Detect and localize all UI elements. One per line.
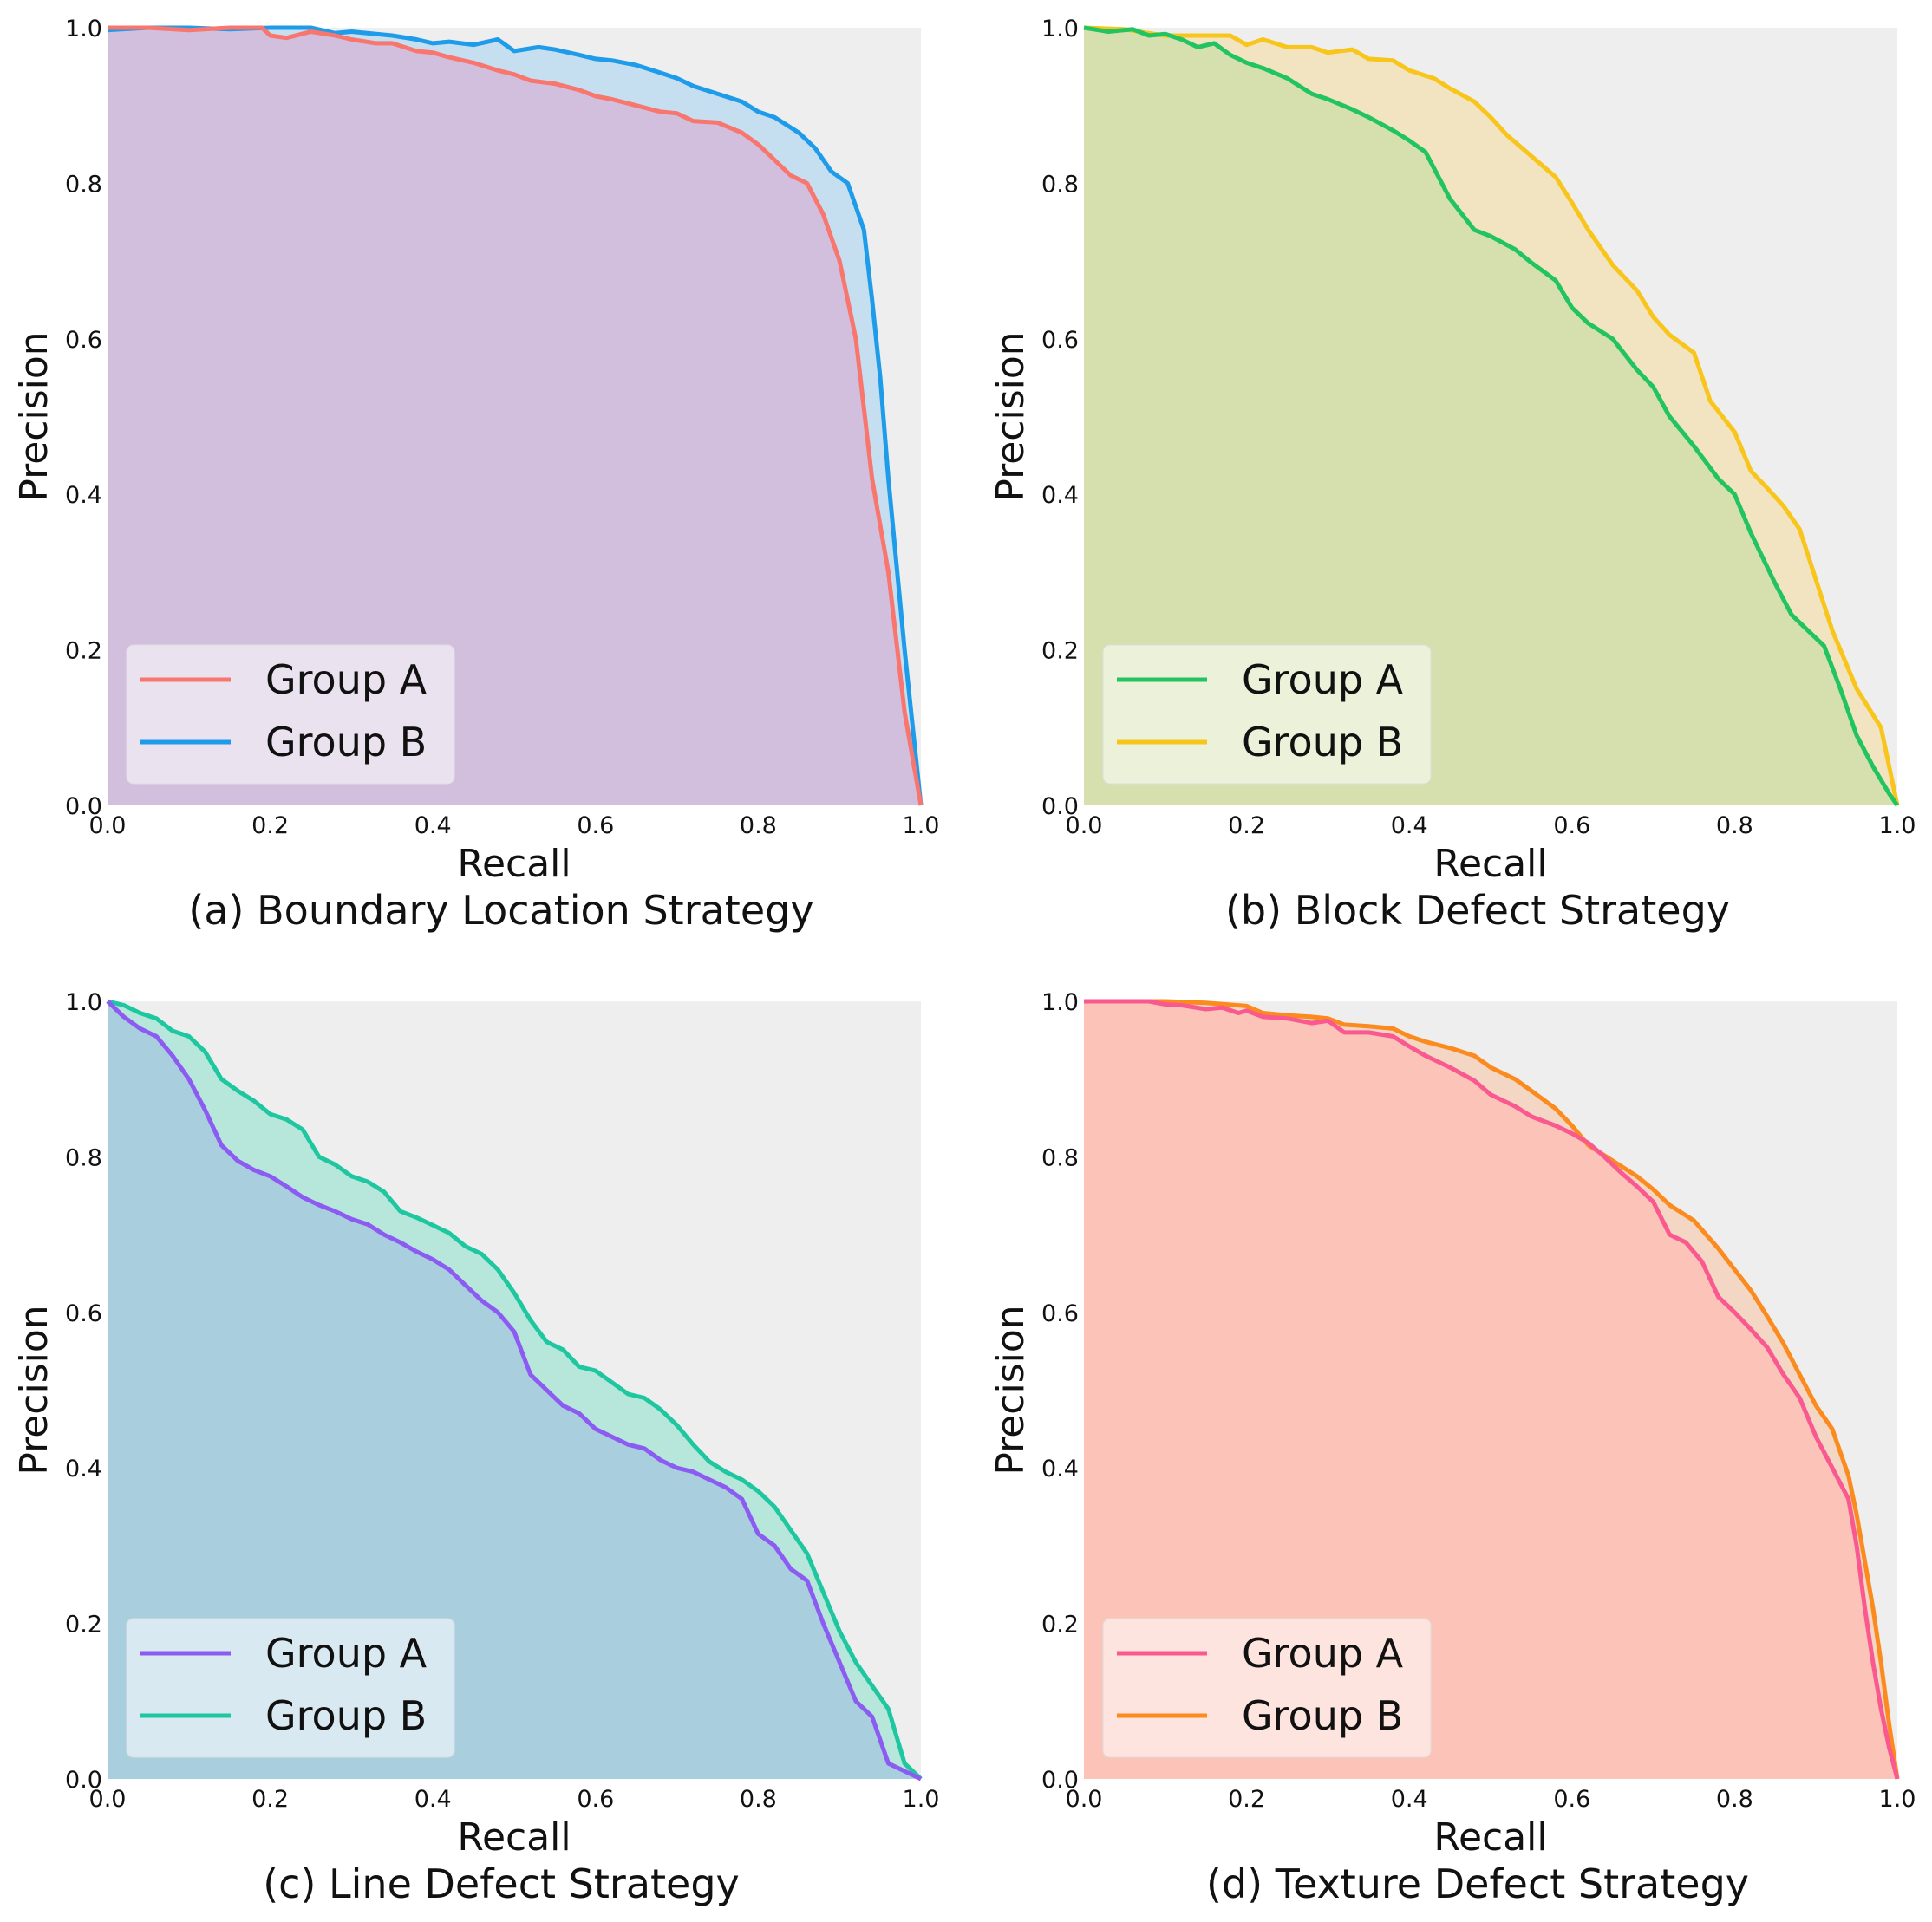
legend-label: Group B [265, 719, 427, 766]
x-tick-label: 0.4 [414, 1786, 452, 1813]
y-tick-label: 0.2 [1041, 1612, 1079, 1639]
line-group-b [1083, 25, 1900, 806]
area-group-a [1084, 28, 1897, 805]
y-tick-label: 0.4 [1041, 482, 1079, 509]
y-tick-label: 0.4 [65, 482, 102, 509]
y-tick-label: 1.0 [1041, 989, 1079, 1016]
legend: Group A Group B [1102, 1618, 1432, 1758]
legend-label: Group A [265, 1630, 428, 1677]
x-tick-label: 0.0 [89, 812, 127, 839]
area-group-a [108, 28, 921, 805]
y-tick-label: 1.0 [65, 989, 102, 1016]
chart-title: (c) Line Defect Strategy [263, 1860, 740, 1907]
chart-title: (a) Boundary Location Strategy [188, 887, 813, 934]
x-tick-label: 0.2 [251, 812, 289, 839]
line-group-a [108, 25, 924, 806]
x-axis-label: Recall [457, 842, 571, 886]
x-tick-label: 1.0 [1879, 1786, 1916, 1813]
x-tick-label: 0.0 [1066, 1786, 1103, 1813]
chart-panel-2: 0.0 0.2 0.4 0.6 0.8 1.0 0.0 0.2 0.4 0.6 0.8 1.0 Reca… [989, 16, 1916, 934]
legend: Group A Group B [126, 644, 455, 785]
y-axis-label: Precision [12, 1305, 56, 1475]
legend-label: Group B [1242, 719, 1403, 766]
y-tick-label: 0.4 [1041, 1456, 1079, 1482]
x-tick-label: 0.4 [1391, 1786, 1428, 1813]
chart-panel-4: 0.0 0.2 0.4 0.6 0.8 1.0 0.0 0.2 0.4 0.6 0.8 1.0 Reca… [989, 989, 1916, 1907]
y-tick-label: 1.0 [65, 16, 102, 42]
x-tick-label: 0.8 [1716, 812, 1753, 839]
x-tick-label: 0.8 [740, 812, 777, 839]
x-tick-label: 0.8 [1716, 1786, 1753, 1813]
legend-label: Group B [265, 1692, 427, 1739]
x-tick-label: 0.6 [577, 812, 614, 839]
line-group-a [1083, 25, 1900, 807]
x-tick-label: 0.4 [414, 812, 452, 839]
y-tick-label: 0.8 [1041, 1144, 1079, 1171]
x-tick-label: 0.2 [1228, 1786, 1265, 1813]
legend: Group A Group B [126, 1618, 455, 1758]
y-axis-label: Precision [12, 331, 56, 501]
chart-panel-3: 0.0 0.2 0.4 0.6 0.8 1.0 0.0 0.2 0.4 0.6 0.8 1.0 Reca… [12, 989, 939, 1907]
line-group-b [107, 25, 924, 806]
y-tick-label: 0.2 [65, 1612, 102, 1639]
y-tick-label: 0.2 [1041, 638, 1079, 665]
legend: Group A Group B [1102, 644, 1432, 785]
y-tick-label: 0.6 [65, 327, 102, 354]
x-tick-label: 0.0 [1066, 812, 1103, 839]
y-tick-label: 0.4 [65, 1456, 102, 1482]
legend-label: Group A [1242, 1630, 1404, 1677]
y-axis-label: Precision [989, 1305, 1033, 1475]
legend-label: Group A [1242, 656, 1404, 703]
y-tick-label: 1.0 [1041, 16, 1079, 42]
chart-title: (d) Texture Defect Strategy [1206, 1860, 1749, 1907]
x-axis-label: Recall [1433, 1815, 1547, 1860]
area-group-a [1084, 1001, 1897, 1779]
area-group-a [108, 1001, 921, 1779]
line-group-b [107, 999, 923, 1781]
y-axis-label: Precision [989, 331, 1033, 501]
y-tick-label: 0.8 [1041, 171, 1079, 198]
x-tick-label: 0.2 [1228, 812, 1265, 839]
x-tick-label: 0.8 [740, 1786, 777, 1813]
y-tick-label: 0.2 [65, 638, 102, 665]
y-tick-label: 0.0 [65, 793, 102, 820]
y-tick-label: 0.8 [65, 171, 102, 198]
legend-label: Group A [265, 656, 428, 703]
y-tick-label: 0.0 [1041, 1767, 1079, 1794]
x-tick-label: 0.2 [251, 1786, 289, 1813]
chart-panel-1: 0.0 0.2 0.4 0.6 0.8 1.0 0.0 0.2 0.4 0.6 0.8 1.0 Reca… [12, 16, 939, 934]
y-tick-label: 0.6 [1041, 1300, 1079, 1327]
legend-label: Group B [1242, 1692, 1403, 1739]
y-tick-label: 0.6 [65, 1300, 102, 1327]
x-tick-label: 1.0 [903, 1786, 940, 1813]
y-tick-label: 0.8 [65, 1144, 102, 1171]
x-axis-label: Recall [1433, 842, 1547, 886]
line-group-a [1084, 999, 1900, 1780]
y-tick-label: 0.0 [65, 1767, 102, 1794]
x-tick-label: 1.0 [1879, 812, 1916, 839]
x-tick-label: 0.6 [1553, 812, 1590, 839]
y-tick-label: 0.0 [1041, 793, 1079, 820]
x-tick-label: 1.0 [903, 812, 940, 839]
x-tick-label: 0.4 [1391, 812, 1428, 839]
chart-title: (b) Block Defect Strategy [1225, 887, 1730, 934]
line-group-a [106, 1000, 923, 1782]
y-tick-label: 0.6 [1041, 327, 1079, 354]
x-tick-label: 0.6 [1553, 1786, 1590, 1813]
x-axis-label: Recall [457, 1815, 571, 1860]
x-tick-label: 0.0 [89, 1786, 127, 1813]
x-tick-label: 0.6 [577, 1786, 614, 1813]
